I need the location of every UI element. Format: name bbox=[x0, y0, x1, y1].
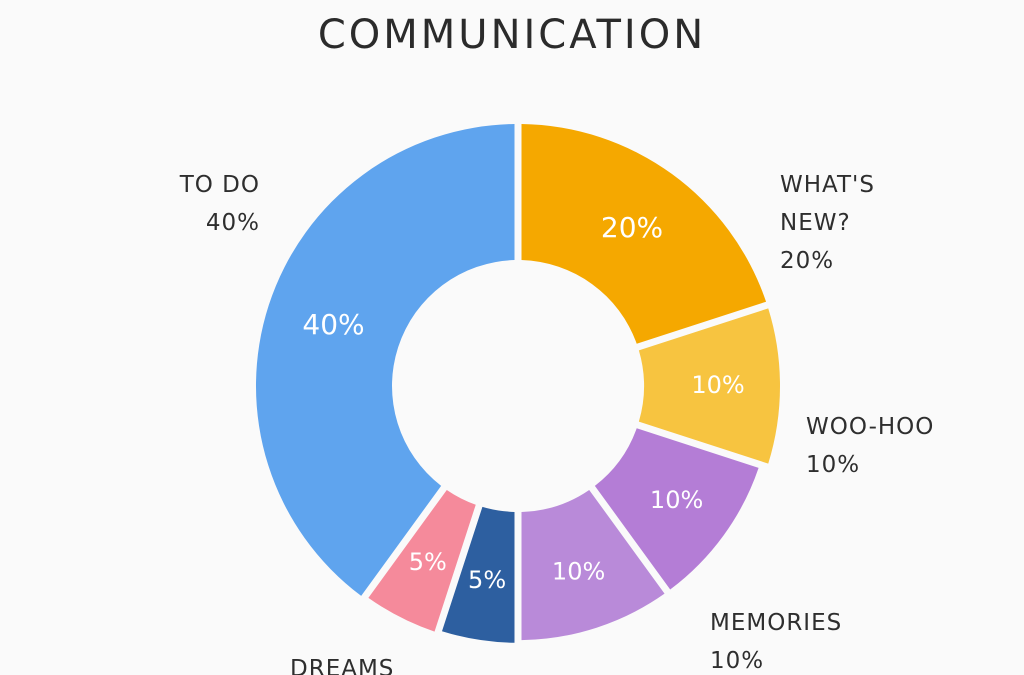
outer-label-dreams: DREAMS bbox=[290, 650, 490, 675]
donut-slice-4 bbox=[521, 489, 665, 641]
outer-label-to-do-name: TO DO bbox=[179, 172, 260, 198]
outer-label-whats-new-line1: WHAT'S bbox=[780, 172, 875, 198]
outer-label-memories: MEMORIES 10% bbox=[710, 604, 930, 675]
outer-label-whats-new: WHAT'S NEW? 20% bbox=[780, 166, 980, 280]
outer-label-dreams-name: DREAMS bbox=[290, 656, 395, 675]
donut-slice-1 bbox=[521, 124, 767, 344]
chart-title: COMMUNICATION bbox=[317, 12, 707, 58]
slice-value-label-2: 10% bbox=[691, 371, 744, 399]
slice-value-label-6: 5% bbox=[409, 548, 447, 576]
slice-value-label-5: 5% bbox=[468, 566, 506, 594]
donut-slice-3 bbox=[594, 428, 759, 590]
outer-label-whats-new-value: 20% bbox=[780, 248, 835, 274]
outer-label-to-do: TO DO 40% bbox=[120, 166, 260, 242]
donut-slice-2 bbox=[638, 308, 781, 464]
slice-value-label-7: 40% bbox=[302, 308, 364, 341]
outer-label-whats-new-line2: NEW? bbox=[780, 210, 851, 236]
outer-label-woo-hoo-value: 10% bbox=[806, 452, 861, 478]
outer-label-to-do-value: 40% bbox=[205, 210, 260, 236]
outer-label-woo-hoo-name: WOO-HOO bbox=[806, 414, 935, 440]
outer-label-memories-value: 10% bbox=[710, 648, 765, 674]
outer-label-woo-hoo: WOO-HOO 10% bbox=[806, 408, 1006, 484]
donut-slice-5 bbox=[441, 506, 515, 643]
outer-label-memories-name: MEMORIES bbox=[710, 610, 843, 636]
slice-value-label-1: 20% bbox=[601, 211, 663, 244]
donut-slice-7 bbox=[255, 124, 515, 596]
slice-value-label-4: 10% bbox=[552, 558, 605, 586]
slice-value-label-3: 10% bbox=[650, 486, 703, 514]
donut-slice-6 bbox=[368, 489, 476, 632]
